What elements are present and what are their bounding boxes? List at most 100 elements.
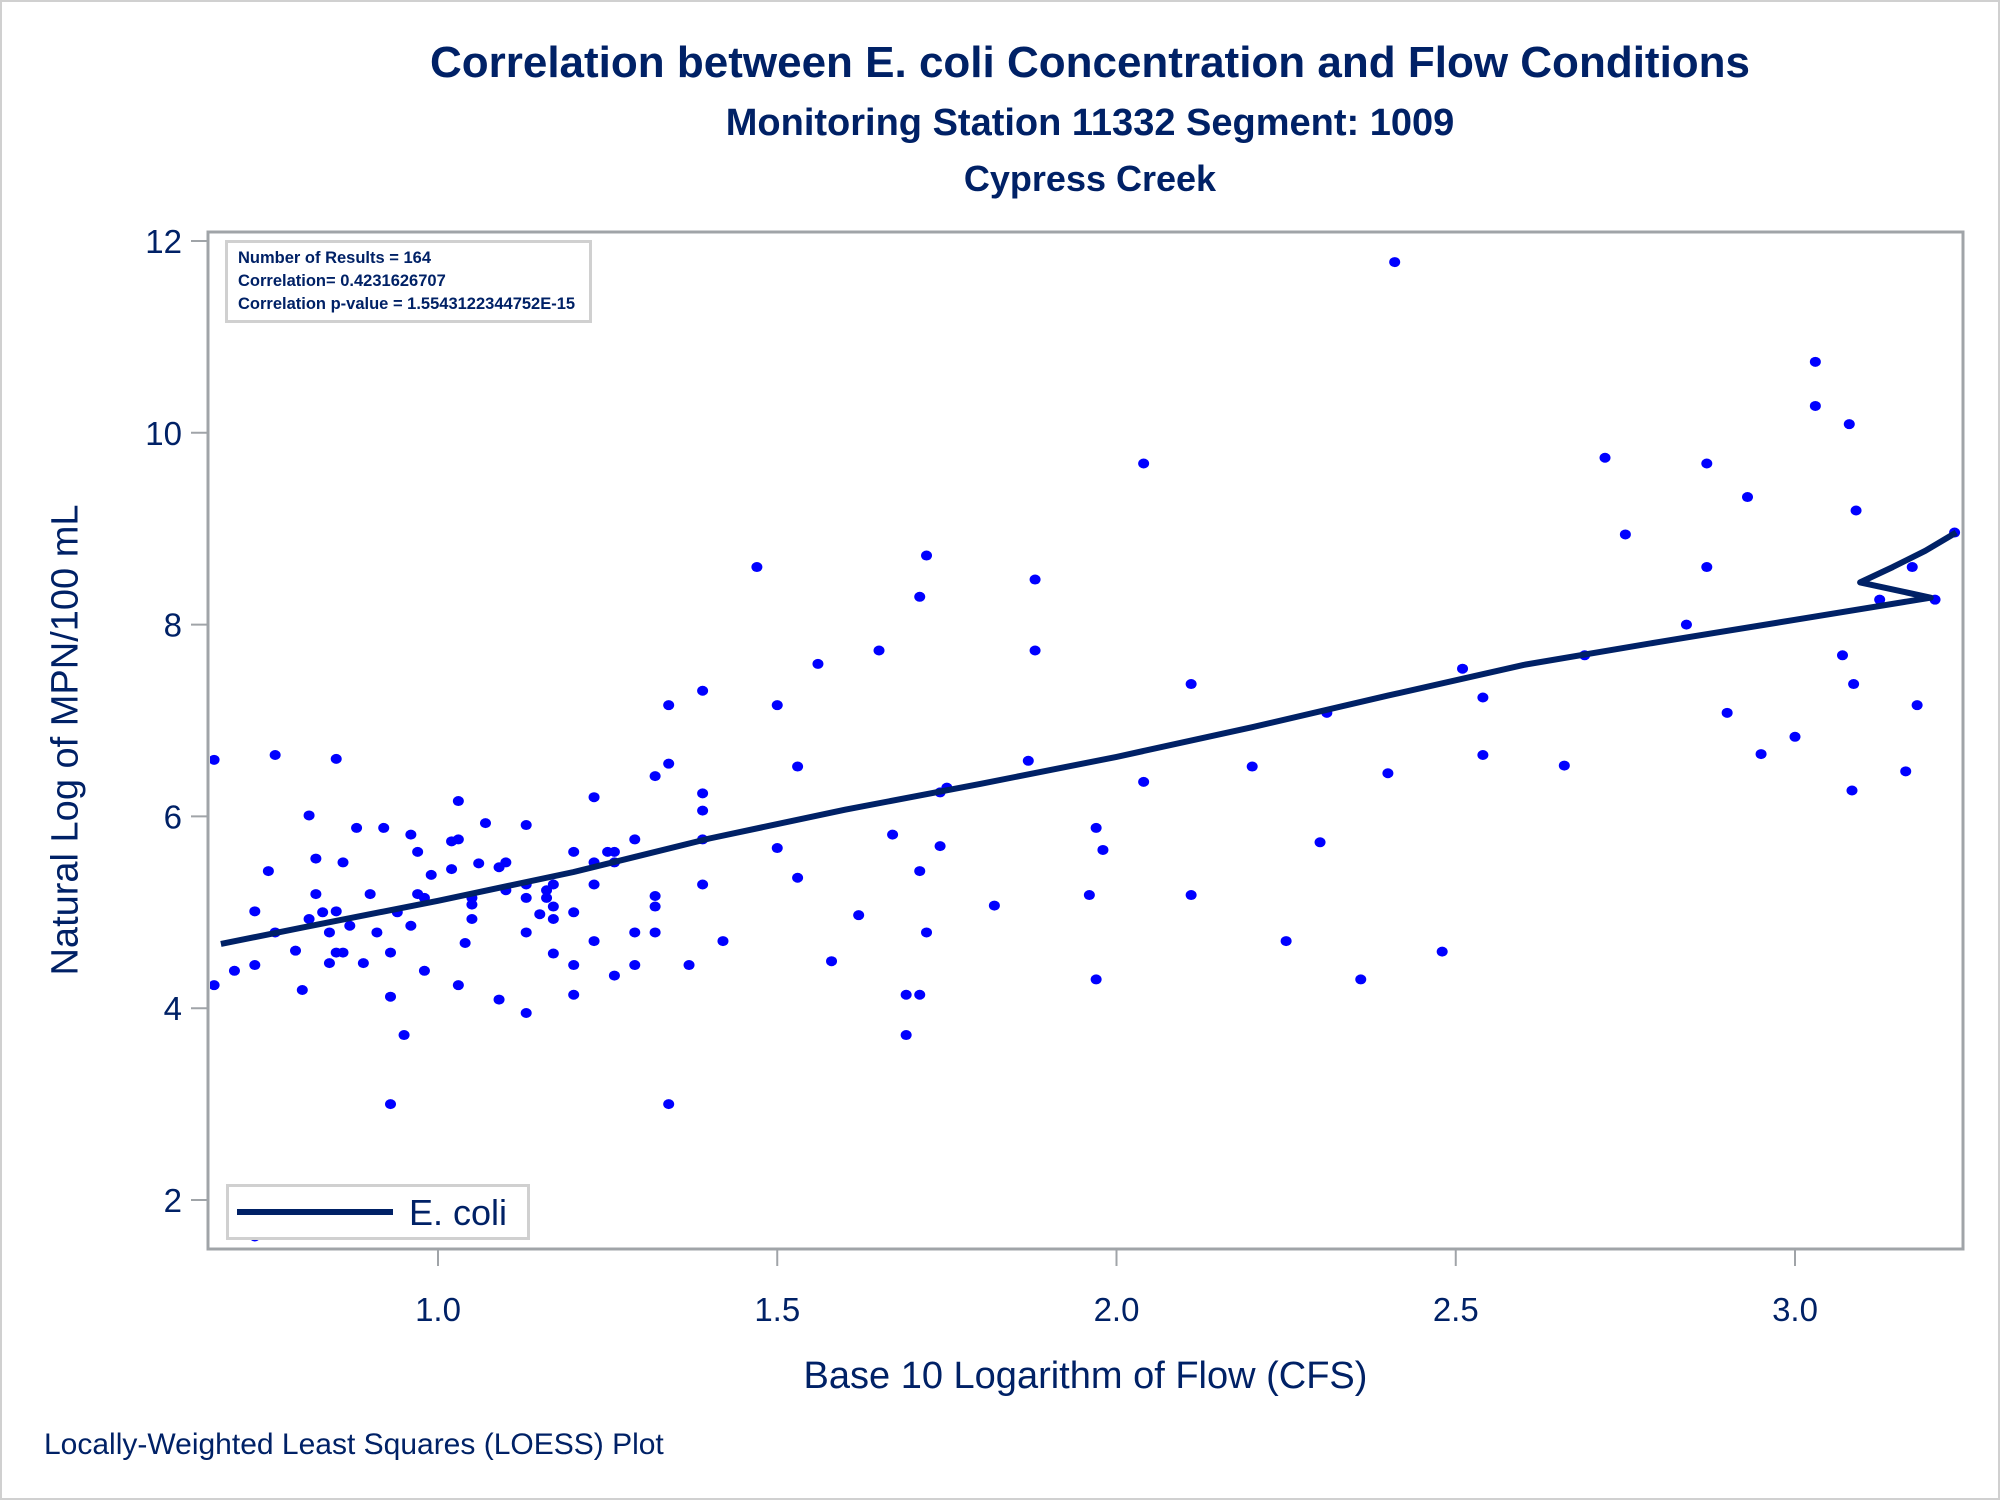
data-point: [1477, 750, 1489, 761]
data-point: [310, 889, 322, 900]
data-point: [1477, 692, 1489, 703]
data-point: [568, 907, 580, 918]
data-point: [344, 920, 356, 931]
data-point: [1382, 768, 1394, 779]
data-point: [303, 810, 315, 821]
data-point: [473, 858, 485, 869]
data-point: [826, 956, 838, 967]
data-point: [1701, 458, 1713, 469]
data-point: [629, 927, 641, 938]
data-point: [1138, 776, 1150, 787]
footnote: Locally-Weighted Least Squares (LOESS) P…: [44, 1428, 664, 1461]
data-point: [588, 936, 600, 947]
data-point: [900, 1030, 912, 1041]
data-point: [303, 914, 315, 925]
data-point: [310, 853, 322, 864]
data-point: [792, 872, 804, 883]
y-axis-label: Natural Log of MPN/100 mL: [44, 504, 87, 976]
data-point: [649, 901, 661, 912]
data-point: [337, 857, 349, 868]
data-point: [1900, 766, 1912, 777]
data-point: [541, 892, 553, 903]
data-point: [1083, 890, 1095, 901]
data-point: [1097, 844, 1109, 855]
data-point: [697, 879, 709, 890]
data-point: [602, 846, 614, 857]
data-point: [547, 879, 559, 890]
data-point: [1846, 785, 1858, 796]
data-point: [697, 685, 709, 696]
legend-line-swatch: [237, 1209, 393, 1215]
data-point: [452, 980, 464, 991]
data-point: [520, 892, 532, 903]
data-point: [378, 822, 390, 833]
data-point: [1355, 974, 1367, 985]
data-point: [210, 754, 220, 765]
data-point: [649, 890, 661, 901]
data-point: [792, 761, 804, 772]
data-point: [337, 947, 349, 958]
data-point: [568, 846, 580, 857]
correlation-value: Correlation= 0.4231626707: [238, 272, 446, 290]
legend-label: E. coli: [409, 1192, 508, 1233]
data-point: [269, 750, 281, 761]
data-point: [520, 1007, 532, 1018]
data-point: [479, 818, 491, 829]
data-point: [629, 960, 641, 971]
y-tick-label: 10: [145, 415, 182, 452]
data-point: [405, 829, 417, 840]
data-point: [812, 658, 824, 669]
data-point: [398, 1030, 410, 1041]
data-point: [466, 899, 478, 910]
data-point: [649, 771, 661, 782]
data-point: [1836, 650, 1848, 661]
data-point: [1022, 755, 1034, 766]
data-point: [1789, 731, 1801, 742]
data-point: [914, 591, 926, 602]
data-point: [751, 562, 763, 573]
data-point: [418, 965, 430, 976]
data-point: [900, 989, 912, 1000]
data-point: [771, 843, 783, 854]
data-point: [629, 834, 641, 845]
data-point: [1742, 492, 1754, 503]
data-point: [296, 984, 308, 995]
x-tick-label: 2.0: [1094, 1291, 1140, 1328]
chart-title: Correlation between E. coli Concentratio…: [429, 38, 1751, 87]
data-point: [1280, 936, 1292, 947]
data-point: [547, 914, 559, 925]
data-point: [568, 960, 580, 971]
data-point: [683, 960, 695, 971]
data-point: [873, 645, 885, 656]
data-point: [1619, 529, 1631, 540]
data-point: [425, 869, 437, 880]
data-point: [1314, 837, 1326, 848]
data-point: [385, 947, 397, 958]
data-point: [459, 937, 471, 948]
data-point: [317, 907, 329, 918]
data-point: [1874, 594, 1886, 605]
chart-subtitle-2: Cypress Creek: [963, 158, 1217, 199]
data-point: [330, 753, 342, 764]
data-point: [1558, 760, 1570, 771]
data-point: [1436, 946, 1448, 957]
data-point: [1389, 257, 1401, 268]
data-point: [228, 965, 240, 976]
legend: E. coli: [226, 1184, 530, 1240]
data-point: [385, 1099, 397, 1110]
y-tick-label: 6: [164, 798, 182, 835]
data-point: [1809, 356, 1821, 367]
data-point: [452, 834, 464, 845]
data-point: [663, 758, 675, 769]
data-point: [663, 1099, 675, 1110]
data-point: [1090, 822, 1102, 833]
data-point: [1701, 562, 1713, 573]
data-point: [1185, 890, 1197, 901]
data-point: [1029, 645, 1041, 656]
data-point: [697, 788, 709, 799]
x-tick-label: 3.0: [1772, 1291, 1818, 1328]
x-tick-label: 2.5: [1433, 1291, 1479, 1328]
data-point: [717, 936, 729, 947]
data-point: [500, 857, 512, 868]
